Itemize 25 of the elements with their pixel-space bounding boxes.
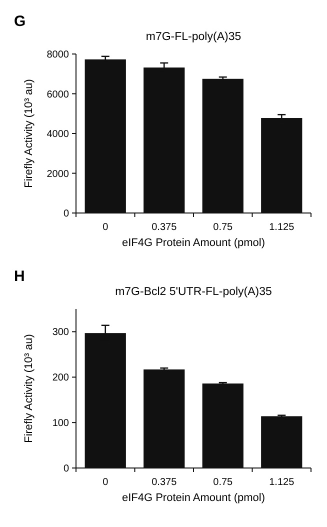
x-tick-label: 1.125 xyxy=(269,477,295,488)
y-axis-title: Firefly Activity (10³ au) xyxy=(23,79,35,188)
x-tick-label: 0.75 xyxy=(213,222,234,233)
y-tick-label: 6000 xyxy=(46,89,70,100)
x-axis-title: eIF4G Protein Amount (pmol) xyxy=(122,237,266,249)
y-tick-label: 0 xyxy=(63,464,70,474)
y-axis-title: Firefly Activity (10³ au) xyxy=(23,334,35,443)
x-tick-label: 0.75 xyxy=(213,477,234,488)
y-tick-label: 0 xyxy=(63,208,70,220)
y-tick-label: 300 xyxy=(52,327,70,338)
y-tick-label: 200 xyxy=(52,372,70,384)
y-tick-label: 2000 xyxy=(46,168,70,180)
chart-title: m7G-FL-poly(A)35 xyxy=(146,31,242,43)
y-tick-label: 8000 xyxy=(46,50,70,60)
x-tick-label: 0 xyxy=(102,222,109,233)
y-tick-label: 100 xyxy=(52,418,70,430)
x-axis-title: eIF4G Protein Amount (pmol) xyxy=(122,492,266,504)
text: G xyxy=(14,13,26,30)
y-tick-label: 4000 xyxy=(46,129,70,140)
x-tick-label: 1.125 xyxy=(269,222,295,233)
x-tick-label: 0.375 xyxy=(152,222,178,233)
text: H xyxy=(14,268,25,285)
x-tick-label: 0.375 xyxy=(152,477,178,488)
chart-title: m7G-Bcl2 5'UTR-FL-poly(A)35 xyxy=(115,286,272,298)
x-tick-label: 0 xyxy=(102,477,109,488)
